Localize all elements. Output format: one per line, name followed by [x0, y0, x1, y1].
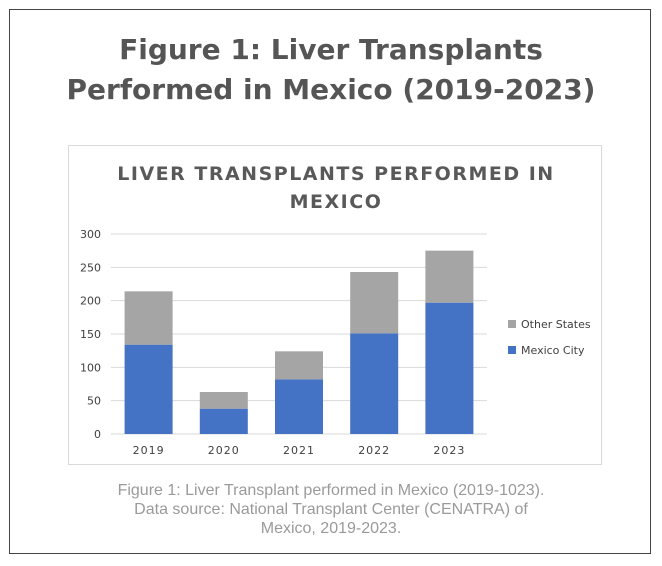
- legend: Other States Mexico City: [508, 318, 591, 357]
- legend-swatch-other-states: [508, 320, 516, 328]
- x-tick-label: 2021: [283, 444, 315, 457]
- legend-label-mexico-city: Mexico City: [521, 344, 585, 357]
- legend-label-other-states: Other States: [521, 318, 591, 331]
- caption-line-3: Mexico, 2019-2023.: [260, 520, 402, 537]
- bar-other-states-2023: [425, 250, 474, 303]
- x-tick-label: 2019: [133, 444, 165, 457]
- caption-line-2: Data source: National Transplant Center …: [134, 501, 528, 518]
- bar-mexico-city-2021: [275, 379, 323, 434]
- bar-mexico-city-2019: [124, 344, 173, 434]
- y-axis: 0 50 100 150 200 250 300: [80, 228, 101, 441]
- figure-caption: Figure 1: Liver Transplant performed in …: [0, 481, 662, 538]
- y-tick-label: 100: [80, 361, 101, 374]
- y-tick-label: 300: [80, 228, 101, 241]
- x-tick-label: 2020: [208, 444, 240, 457]
- figure-title-line-2: Performed in Mexico (2019-2023): [66, 73, 596, 106]
- bar-chart: LIVER TRANSPLANTS PERFORMED IN MEXICO 0 5…: [80, 163, 591, 457]
- bar-other-states-2022: [350, 272, 399, 334]
- y-tick-label: 50: [87, 395, 101, 408]
- gridlines: [111, 233, 487, 435]
- chart-title-line-1: LIVER TRANSPLANTS PERFORMED IN: [117, 163, 554, 185]
- bar-other-states-2019: [124, 291, 173, 345]
- bars: [124, 250, 474, 434]
- x-axis: 2019 2020 2021 2022 2023: [133, 444, 465, 457]
- y-tick-label: 150: [80, 328, 101, 341]
- bar-mexico-city-2023: [425, 302, 474, 434]
- legend-swatch-mexico-city: [508, 346, 516, 354]
- bar-other-states-2021: [275, 351, 323, 380]
- bar-other-states-2020: [199, 392, 248, 409]
- x-tick-label: 2023: [433, 444, 465, 457]
- chart-container: LIVER TRANSPLANTS PERFORMED IN MEXICO 0 5…: [68, 145, 602, 465]
- figure-title-line-1: Figure 1: Liver Transplants: [119, 33, 543, 66]
- y-tick-label: 0: [94, 428, 101, 441]
- caption-line-1: Figure 1: Liver Transplant performed in …: [117, 482, 545, 499]
- bar-mexico-city-2020: [199, 408, 248, 434]
- x-tick-label: 2022: [358, 444, 390, 457]
- y-tick-label: 250: [80, 261, 101, 274]
- bar-mexico-city-2022: [350, 333, 399, 434]
- y-tick-label: 200: [80, 295, 101, 308]
- chart-title-line-2: MEXICO: [290, 191, 383, 213]
- figure-title: Figure 1: Liver Transplants Performed in…: [0, 30, 662, 110]
